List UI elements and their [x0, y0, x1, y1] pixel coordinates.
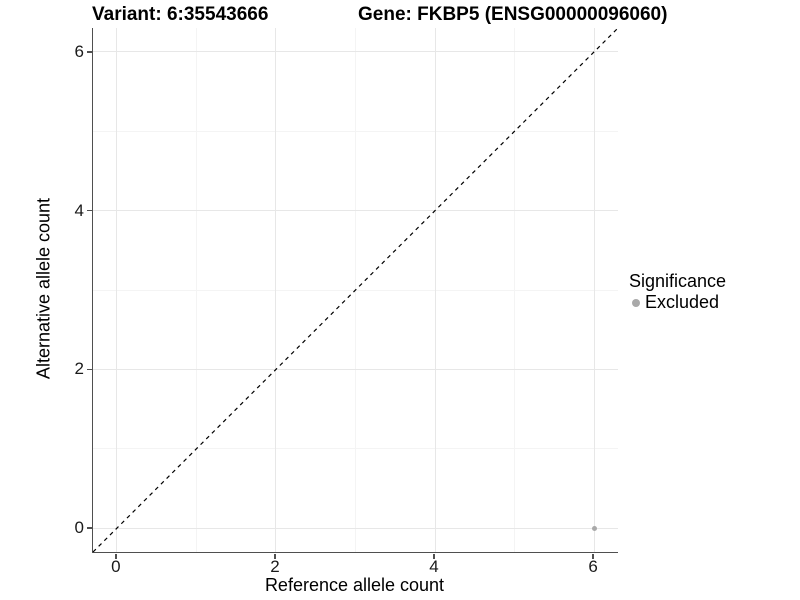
x-tick-label: 0 — [111, 557, 121, 576]
y-axis-title: Alternative allele count — [33, 197, 54, 380]
x-tick-mark — [115, 553, 117, 559]
plot-panel — [92, 27, 619, 553]
y-tick-mark — [87, 209, 92, 212]
x-tick-label: 6 — [588, 557, 598, 576]
y-tick-mark — [87, 51, 92, 53]
x-tick-mark — [592, 553, 594, 559]
plot-title-variant: Variant: 6:35543666 — [92, 4, 269, 25]
x-axis-title: Reference allele count — [264, 575, 445, 595]
legend: Significance Excluded — [629, 271, 726, 313]
y-tick-label: 4 — [74, 200, 84, 220]
y-tick-label: 6 — [74, 41, 84, 61]
legend-item-label: Excluded — [645, 292, 720, 312]
x-tick-label: 4 — [429, 557, 439, 576]
legend-item-excluded: Excluded — [629, 292, 726, 313]
data-point — [591, 525, 597, 531]
legend-point-icon — [632, 298, 640, 307]
x-tick-mark — [433, 553, 435, 559]
legend-title: Significance — [629, 271, 727, 291]
plot-title-gene: Gene: FKBP5 (ENSG00000096060) — [358, 4, 668, 25]
y-tick-mark — [87, 368, 92, 371]
y-tick-label: 2 — [74, 359, 84, 379]
x-tick-mark — [274, 553, 276, 559]
y-tick-label: 0 — [74, 518, 84, 538]
x-tick-label: 2 — [270, 557, 280, 576]
identity-reference-line — [92, 27, 619, 553]
y-tick-mark — [87, 527, 92, 529]
